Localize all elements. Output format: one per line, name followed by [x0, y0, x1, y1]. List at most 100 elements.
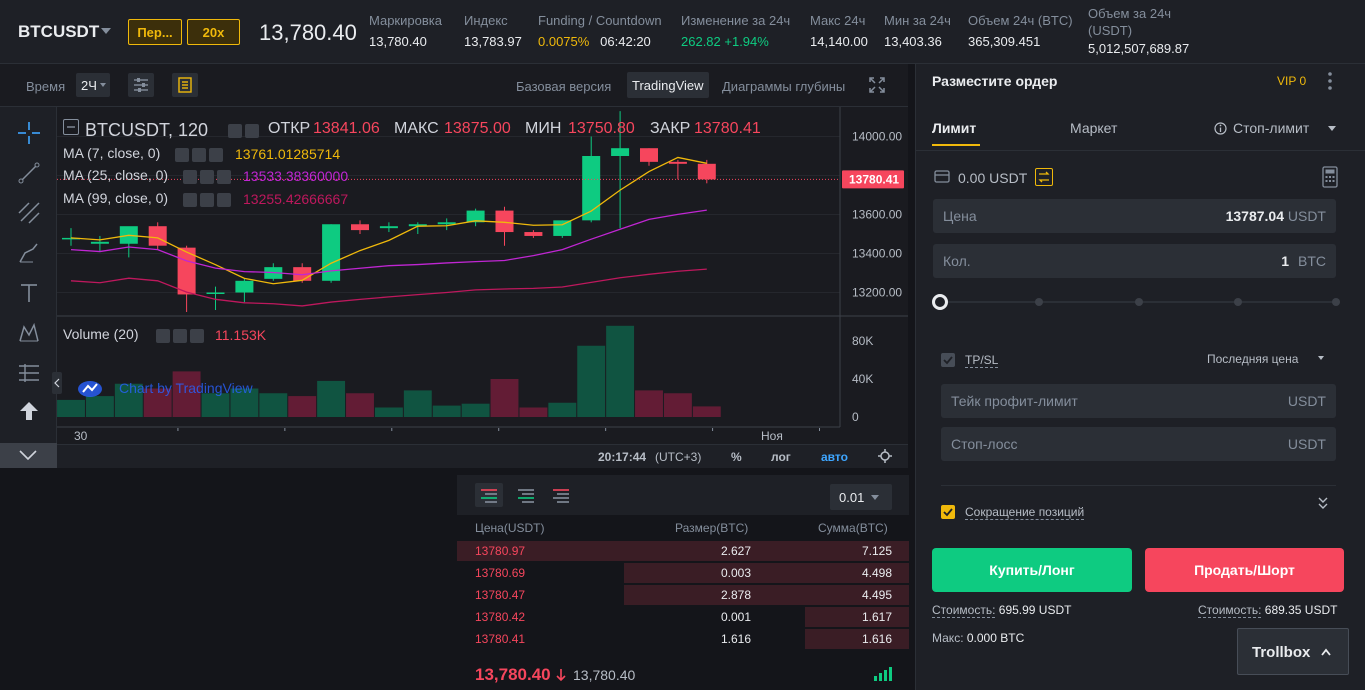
orderbook-row[interactable]: 13780.97 2.627 7.125 — [457, 540, 909, 562]
depth-bar — [624, 563, 909, 583]
text-tool[interactable] — [14, 279, 44, 307]
slider-tick-75[interactable] — [1234, 298, 1242, 306]
tpsl-checkbox[interactable] — [941, 353, 955, 367]
ma25-icons[interactable] — [180, 169, 231, 187]
trendline-tool[interactable] — [14, 159, 44, 187]
volume-icons[interactable] — [153, 328, 204, 346]
chevron-down-icon[interactable] — [1328, 126, 1336, 131]
book-bids-button[interactable] — [512, 483, 540, 507]
order-panel: Разместите ордер VIP 0 Лимит Маркет Стоп… — [915, 64, 1365, 690]
percent-toggle[interactable]: % — [731, 450, 742, 464]
trigger-price-type[interactable]: Последняя цена — [1207, 352, 1299, 366]
volume-bar — [57, 399, 85, 417]
book-both-button[interactable] — [475, 483, 503, 507]
pattern-tool[interactable] — [14, 319, 44, 347]
trollbox-button[interactable]: Trollbox — [1237, 628, 1349, 675]
legend-icons[interactable] — [225, 123, 259, 141]
chevron-down-icon[interactable] — [101, 28, 111, 34]
candle-body — [148, 226, 167, 246]
ma7-icons[interactable] — [172, 147, 223, 165]
slider-tick-25[interactable] — [1035, 298, 1043, 306]
gear-icon[interactable] — [878, 449, 892, 463]
transfer-icon — [1038, 171, 1050, 183]
double-chevron-down-icon[interactable] — [1317, 496, 1329, 510]
orderbook-row[interactable]: 13780.42 0.001 1.617 — [457, 606, 909, 628]
brush-tool[interactable] — [14, 239, 44, 267]
contract-type-button[interactable]: Пер... — [128, 19, 182, 45]
log-toggle[interactable]: лог — [771, 450, 791, 464]
status-clock: 20:17:44 — [598, 450, 647, 464]
vip-badge[interactable]: VIP 0 — [1277, 74, 1307, 88]
leverage-button[interactable]: 20x — [187, 19, 240, 45]
chevron-down-icon[interactable] — [1318, 356, 1324, 360]
orderbook-row[interactable]: 13780.47 2.878 4.495 — [457, 584, 909, 606]
arrow-up-tool[interactable] — [14, 397, 44, 425]
candle-body — [640, 148, 658, 162]
tradingview-watermark[interactable]: Chart by TradingView — [119, 380, 253, 396]
book-asks-button[interactable] — [547, 483, 575, 507]
transfer-button[interactable] — [1035, 168, 1053, 186]
volume-bar — [461, 403, 490, 417]
calculator-icon[interactable] — [1322, 166, 1338, 188]
tab-stop-limit[interactable]: Стоп-лимит — [1233, 120, 1310, 136]
view-depth[interactable]: Диаграммы глубины — [722, 79, 846, 94]
stat-24h-change: Изменение за 24ч 262.82 +1.94% — [681, 13, 791, 49]
view-tradingview[interactable]: TradingView — [627, 72, 709, 98]
slider-tick-50[interactable] — [1135, 298, 1143, 306]
symbol-selector[interactable]: BTCUSDT — [18, 22, 100, 41]
trendline-icon — [18, 162, 40, 184]
view-basic[interactable]: Базовая версия — [516, 79, 612, 94]
volume-bar — [85, 396, 114, 417]
slider-tick-100[interactable] — [1332, 298, 1340, 306]
candle-body — [524, 232, 543, 236]
candle-body — [495, 210, 514, 233]
quantity-input[interactable]: Кол. 1 BTC — [933, 244, 1336, 278]
tick-size-select[interactable]: 0.01 — [830, 484, 892, 510]
ma99-icons[interactable] — [180, 192, 231, 210]
volume-bar — [172, 371, 201, 417]
chart-settings-button[interactable] — [128, 73, 154, 97]
check-icon — [943, 356, 953, 365]
collapse-legend-button[interactable] — [63, 119, 79, 135]
orderbook-row[interactable]: 13780.69 0.003 4.498 — [457, 562, 909, 584]
interval-select[interactable]: 2Ч — [76, 73, 110, 97]
quantity-slider-handle[interactable] — [932, 294, 948, 310]
ma25-label: MA (25, close, 0) — [63, 167, 169, 183]
toolbar-expand-button[interactable] — [0, 443, 57, 468]
tab-limit[interactable]: Лимит — [932, 120, 977, 136]
pitchfork-icon — [18, 202, 40, 224]
reduce-only-label[interactable]: Сокращение позиций — [965, 505, 1085, 520]
price-input[interactable]: Цена 13787.04 USDT — [933, 199, 1336, 233]
depth-bar — [624, 585, 909, 605]
take-profit-input[interactable]: Тейк профит-лимит USDT — [941, 384, 1336, 418]
candle-body — [62, 237, 80, 240]
ob-size: 0.003 — [720, 566, 751, 580]
reduce-only-checkbox[interactable] — [941, 505, 955, 519]
more-vertical-icon[interactable] — [1327, 71, 1333, 91]
candlestick-chart[interactable]: 14000.0013800.0013600.0013400.0013200.00… — [57, 107, 908, 443]
orderbook-row[interactable]: 13780.41 1.616 1.616 — [457, 628, 909, 650]
auto-toggle[interactable]: авто — [821, 450, 848, 464]
info-icon[interactable] — [1214, 122, 1227, 135]
candle-body — [697, 163, 716, 180]
volume-label: Volume (20) — [63, 326, 139, 342]
drawing-toolbar — [0, 107, 57, 443]
fullscreen-icon[interactable] — [868, 76, 886, 94]
fib-tool[interactable] — [14, 199, 44, 227]
toolbar-collapse-handle[interactable] — [52, 372, 62, 394]
stat-funding[interactable]: Funding / Countdown 0.0075% 06:42:20 — [538, 13, 662, 49]
crosshair-tool[interactable] — [14, 119, 44, 147]
chart-toolbar: Время 2Ч Базовая версия TradingView Диаг… — [0, 64, 908, 107]
tpsl-label[interactable]: TP/SL — [965, 353, 999, 368]
chart-orders-button[interactable] — [172, 73, 198, 97]
measure-tool[interactable] — [14, 359, 44, 387]
sell-short-button[interactable]: Продать/Шорт — [1145, 548, 1344, 592]
tabs-divider — [916, 150, 1365, 151]
tab-market[interactable]: Маркет — [1070, 120, 1118, 136]
buy-long-button[interactable]: Купить/Лонг — [932, 548, 1132, 592]
orderbook-both-icon — [481, 489, 497, 503]
ohlc-low-value: 13750.80 — [568, 120, 635, 137]
status-timezone[interactable]: (UTC+3) — [655, 450, 702, 464]
stop-loss-input[interactable]: Стоп-лосс USDT — [941, 427, 1336, 461]
ob-size: 1.616 — [720, 632, 751, 646]
